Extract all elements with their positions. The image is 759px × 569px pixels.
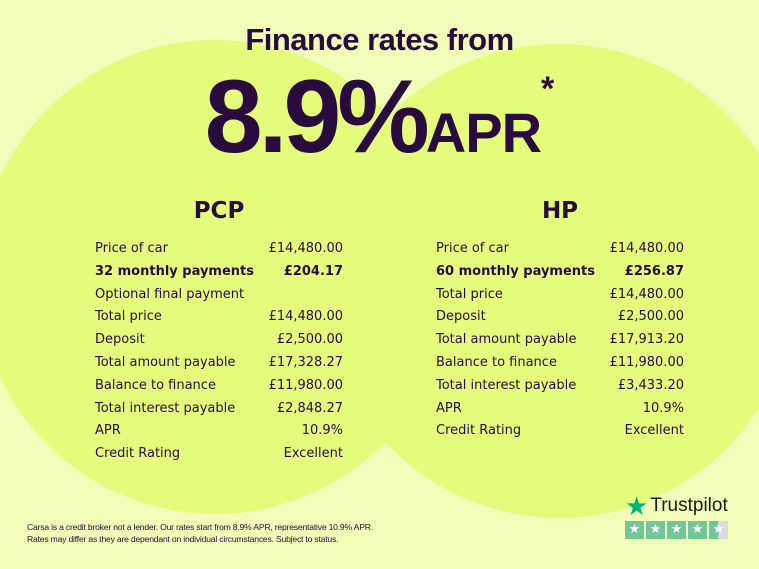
plan-pcp: PCP Price of car £14,480.00 32 monthly paym…: [95, 198, 343, 466]
star-icon: ★: [667, 521, 686, 539]
disclaimer-line: Carsa is a credit broker not a lender. O…: [27, 522, 373, 532]
table-row: Balance to finance £11,980.00: [436, 352, 684, 375]
row-value: £2,500.00: [617, 309, 684, 325]
row-value: 10.9%: [301, 423, 343, 439]
row-value: £14,480.00: [268, 241, 343, 256]
decorative-circle-right: [322, 44, 759, 518]
trustpilot-brand: Trustpilot: [650, 495, 728, 516]
disclaimer: Carsa is a credit broker not a lender. O…: [27, 521, 373, 545]
trustpilot-badge: ★ Trustpilot ★ ★ ★ ★ ★: [625, 491, 728, 539]
table-row: Optional final payment: [95, 284, 343, 307]
row-label: APR: [95, 423, 121, 439]
table-row: Total amount payable £17,328.27: [95, 352, 343, 375]
plan-hp: HP Price of car £14,480.00 60 monthly payme…: [436, 198, 684, 443]
row-label: 32 monthly payments: [95, 263, 254, 279]
row-label: APR: [436, 400, 462, 416]
table-row: Deposit £2,500.00: [95, 329, 343, 352]
row-label: Balance to finance: [95, 377, 216, 393]
row-value: Excellent: [624, 423, 684, 439]
row-value: £14,480.00: [609, 286, 684, 302]
row-value: £2,848.27: [276, 400, 343, 416]
star-icon: ★: [646, 521, 665, 539]
table-row: APR 10.9%: [95, 420, 343, 443]
row-label: Total interest payable: [436, 377, 577, 393]
row-value: £17,913.20: [609, 332, 684, 348]
row-value: £11,980.00: [268, 377, 343, 393]
row-value: £2,500.00: [276, 332, 343, 348]
row-value: £14,480.00: [268, 309, 343, 325]
row-value: £204.17: [283, 263, 343, 279]
table-row: 60 monthly payments £256.87: [436, 261, 684, 284]
rating-stars: ★ ★ ★ ★ ★: [625, 521, 728, 539]
row-value: £17,328.27: [268, 354, 343, 370]
row-value: £256.87: [624, 263, 684, 279]
headline: Finance rates from: [245, 22, 514, 57]
plan-title: PCP: [193, 198, 245, 224]
table-row: Total amount payable £17,913.20: [436, 329, 684, 352]
table-row: Deposit £2,500.00: [436, 306, 684, 329]
rate-value: 8.9%: [204, 59, 430, 175]
row-label: Optional final payment: [95, 286, 245, 302]
row-label: Price of car: [436, 241, 509, 256]
row-label: Price of car: [95, 241, 168, 256]
table-row: Credit Rating Excellent: [95, 443, 343, 466]
row-label: Total interest payable: [95, 400, 236, 416]
table-row: Total interest payable £2,848.27: [95, 398, 343, 421]
table-row: Total interest payable £3,433.20: [436, 375, 684, 398]
asterisk: *: [541, 70, 555, 108]
table-row: Total price £14,480.00: [95, 306, 343, 329]
row-label: Deposit: [95, 332, 145, 348]
rate-suffix: APR: [425, 101, 542, 164]
headline-rate: 8.9%APR*: [0, 58, 759, 177]
row-label: 60 monthly payments: [436, 263, 595, 279]
plan-title: HP: [541, 198, 579, 224]
table-row: Price of car £14,480.00: [95, 238, 343, 261]
table-row: Price of car £14,480.00: [436, 238, 684, 261]
row-label: Total price: [95, 309, 162, 325]
table-row: Balance to finance £11,980.00: [95, 375, 343, 398]
star-icon: ★: [625, 491, 649, 521]
row-value: £3,433.20: [617, 377, 684, 393]
row-label: Total price: [436, 286, 503, 302]
row-label: Balance to finance: [436, 354, 557, 370]
row-value: Excellent: [283, 446, 343, 462]
star-icon: ★: [625, 521, 644, 539]
row-label: Deposit: [436, 309, 486, 325]
row-label: Total amount payable: [95, 354, 236, 370]
table-row: 32 monthly payments £204.17: [95, 261, 343, 284]
star-icon: ★: [709, 521, 728, 539]
disclaimer-line: Rates may differ as they are dependant o…: [27, 534, 339, 544]
row-label: Credit Rating: [95, 446, 181, 462]
row-value: £14,480.00: [609, 241, 684, 256]
star-icon: ★: [688, 521, 707, 539]
row-label: Total amount payable: [436, 332, 577, 348]
table-row: APR 10.9%: [436, 398, 684, 421]
row-label: Credit Rating: [436, 423, 522, 439]
row-value: 10.9%: [642, 400, 684, 416]
table-row: Credit Rating Excellent: [436, 420, 684, 443]
table-row: Total price £14,480.00: [436, 284, 684, 307]
row-value: £11,980.00: [609, 354, 684, 370]
